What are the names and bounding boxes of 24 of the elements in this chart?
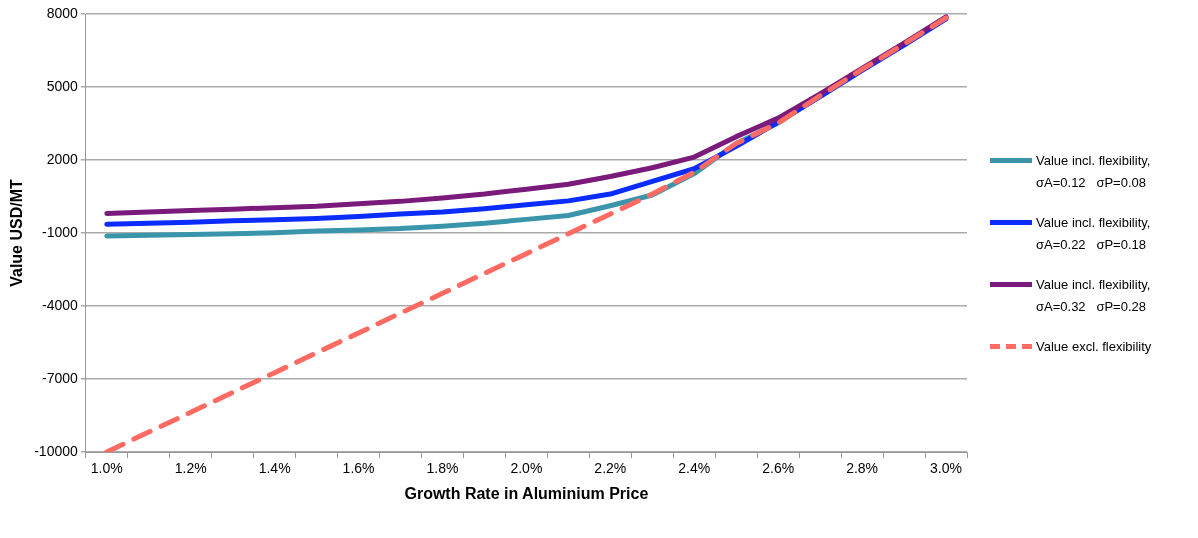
legend-label: Value excl. flexibility bbox=[1036, 338, 1152, 356]
x-tick-label: 2.0% bbox=[510, 460, 543, 477]
x-tick-label: 1.2% bbox=[174, 460, 207, 477]
x-tick-label: 1.4% bbox=[258, 460, 291, 477]
y-tick-label: 8000 bbox=[46, 4, 78, 21]
legend-label: Value incl. flexibility, σA=0.32 σP=0.28 bbox=[1036, 276, 1152, 316]
x-tick-label: 3.0% bbox=[930, 460, 962, 477]
legend-label: Value incl. flexibility, σA=0.12 σP=0.08 bbox=[1036, 152, 1152, 192]
x-tick-label: 2.4% bbox=[678, 460, 711, 477]
x-tick-label: 1.8% bbox=[426, 460, 459, 477]
y-tick-label: 5000 bbox=[46, 77, 78, 94]
y-tick-label: -10000 bbox=[34, 442, 79, 459]
y-tick-label: 2000 bbox=[46, 150, 78, 167]
y-axis-title: Value USD/MT bbox=[8, 178, 26, 287]
legend-label: Value incl. flexibility, σA=0.22 σP=0.18 bbox=[1036, 214, 1152, 254]
x-tick-label: 1.0% bbox=[90, 460, 123, 477]
y-tick-label: -4000 bbox=[41, 296, 78, 313]
x-tick-label: 1.6% bbox=[342, 460, 375, 477]
x-axis-title: Growth Rate in Aluminium Price bbox=[404, 484, 649, 502]
x-tick-label: 2.6% bbox=[762, 460, 795, 477]
y-tick-label: -7000 bbox=[41, 369, 78, 386]
x-tick-label: 2.2% bbox=[594, 460, 627, 477]
x-tick-label: 2.8% bbox=[846, 460, 879, 477]
y-tick-label: -1000 bbox=[41, 223, 78, 240]
